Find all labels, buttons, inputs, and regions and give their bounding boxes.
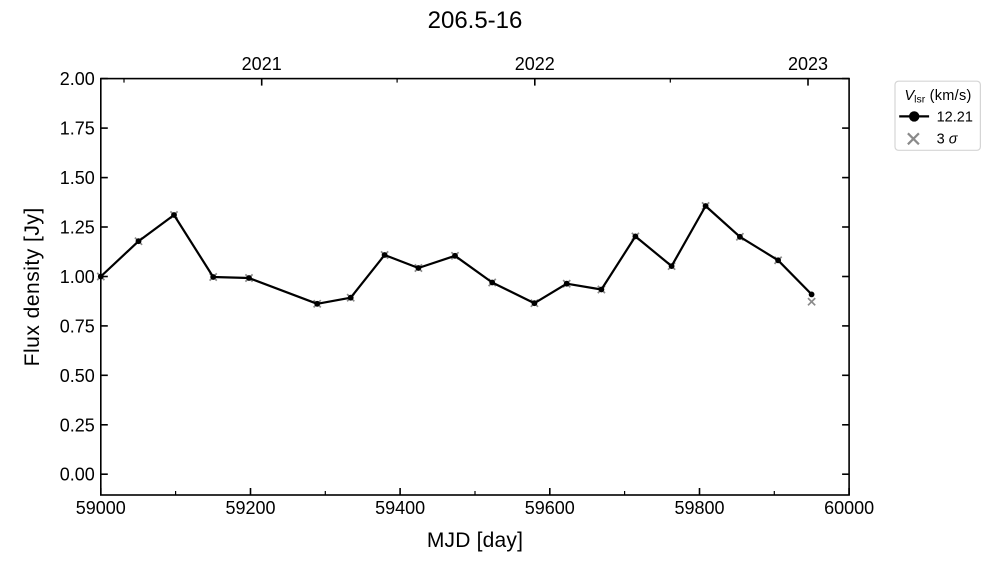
svg-text:12.21: 12.21 — [937, 109, 973, 125]
svg-text:MJD [day]: MJD [day] — [427, 529, 523, 552]
svg-text:2022: 2022 — [515, 54, 555, 74]
svg-text:0.25: 0.25 — [60, 415, 95, 435]
svg-text:3 σ: 3 σ — [937, 131, 959, 147]
svg-text:1.00: 1.00 — [60, 267, 95, 287]
svg-text:59200: 59200 — [225, 498, 275, 518]
svg-text:2023: 2023 — [788, 54, 828, 74]
svg-text:59600: 59600 — [525, 498, 575, 518]
svg-text:59400: 59400 — [375, 498, 425, 518]
svg-text:1.25: 1.25 — [60, 218, 95, 238]
svg-text:60000: 60000 — [824, 498, 874, 518]
svg-text:Flux density [Jy]: Flux density [Jy] — [21, 207, 44, 366]
svg-text:59000: 59000 — [76, 498, 126, 518]
svg-text:0.00: 0.00 — [60, 465, 95, 485]
svg-text:59800: 59800 — [674, 498, 724, 518]
svg-text:1.75: 1.75 — [60, 119, 95, 139]
svg-text:0.50: 0.50 — [60, 366, 95, 386]
svg-text:1.50: 1.50 — [60, 168, 95, 188]
svg-text:206.5-16: 206.5-16 — [428, 7, 523, 34]
svg-text:Vlsr (km/s): Vlsr (km/s) — [905, 88, 972, 106]
svg-text:2.00: 2.00 — [60, 69, 95, 89]
svg-text:2021: 2021 — [242, 54, 282, 74]
svg-text:0.75: 0.75 — [60, 316, 95, 336]
